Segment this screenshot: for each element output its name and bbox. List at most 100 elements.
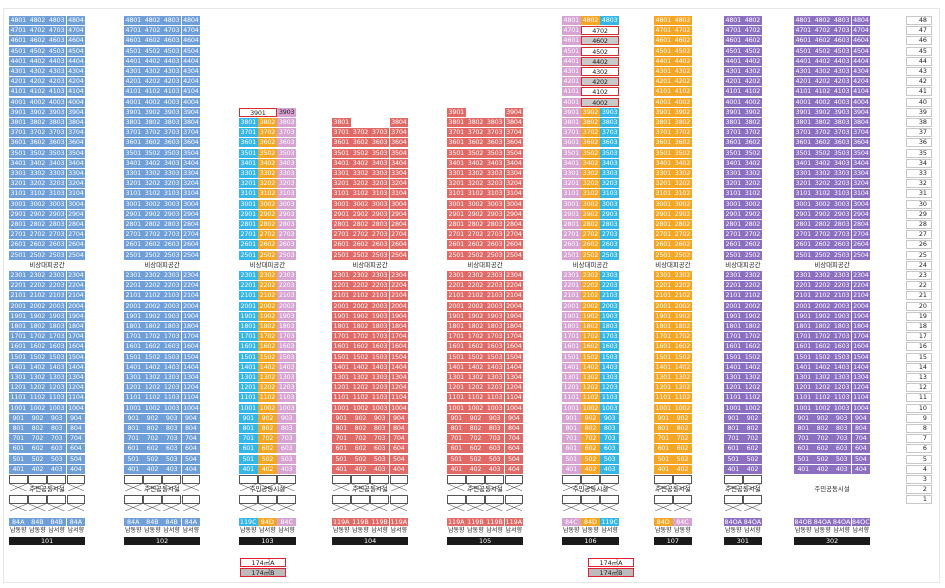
unit-cell[interactable]: 1301: [332, 373, 351, 382]
unit-cell[interactable]: 1602: [673, 342, 692, 352]
unit-cell[interactable]: 1103: [162, 393, 181, 403]
unit-cell[interactable]: 701: [794, 434, 813, 444]
unit-cell[interactable]: 1901: [124, 311, 143, 321]
unit-cell[interactable]: 904: [851, 413, 871, 423]
unit-cell[interactable]: 1001: [724, 403, 743, 413]
unit-cell[interactable]: 1404: [389, 362, 409, 372]
unit-cell[interactable]: 1602: [813, 342, 832, 352]
unit-cell[interactable]: 1701: [562, 332, 581, 342]
unit-cell[interactable]: 3504: [181, 148, 201, 158]
unit-cell[interactable]: 1101: [124, 393, 143, 403]
unit-cell[interactable]: 502: [143, 454, 162, 464]
unit-cell[interactable]: 2904: [66, 209, 86, 219]
unit-cell[interactable]: 2002: [351, 301, 370, 311]
unit-cell[interactable]: 402: [258, 464, 277, 474]
unit-cell[interactable]: 902: [673, 413, 692, 423]
unit-cell[interactable]: 4101: [794, 87, 813, 97]
unit-cell[interactable]: 402: [813, 464, 832, 474]
unit-cell[interactable]: 903: [277, 413, 296, 423]
unit-cell[interactable]: 4701: [724, 26, 743, 36]
unit-cell[interactable]: 3203: [47, 179, 66, 189]
unit-cell[interactable]: 3303: [47, 169, 66, 178]
unit-cell[interactable]: 2601: [654, 240, 673, 250]
unit-cell[interactable]: 3302: [351, 169, 370, 178]
unit-cell[interactable]: 3101: [724, 189, 743, 199]
unit-cell[interactable]: 3401: [239, 158, 258, 168]
unit-cell[interactable]: 1102: [581, 393, 600, 403]
unit-cell[interactable]: 1203: [832, 383, 851, 393]
unit-cell[interactable]: 1201: [654, 383, 673, 393]
unit-cell[interactable]: 1204: [851, 383, 871, 393]
unit-cell[interactable]: 4801: [794, 16, 813, 25]
unit-cell[interactable]: 3001: [124, 199, 143, 209]
unit-cell[interactable]: 4601: [654, 36, 673, 46]
unit-cell[interactable]: 1302: [743, 373, 762, 382]
unit-cell[interactable]: 1301: [794, 373, 813, 382]
unit-cell[interactable]: 3602: [258, 138, 277, 148]
unit-cell[interactable]: 2703: [370, 230, 389, 240]
unit-cell[interactable]: 3703: [832, 128, 851, 138]
unit-cell[interactable]: 1003: [370, 403, 389, 413]
unit-cell[interactable]: 1103: [47, 393, 66, 403]
unit-cell[interactable]: 2901: [124, 209, 143, 219]
unit-cell[interactable]: 2601: [447, 240, 466, 250]
unit-cell[interactable]: 802: [813, 424, 832, 433]
unit-cell[interactable]: 4504: [181, 46, 201, 56]
unit-cell[interactable]: 3703: [47, 128, 66, 138]
unit-cell[interactable]: 2202: [673, 281, 692, 291]
unit-cell[interactable]: 2001: [724, 301, 743, 311]
unit-cell[interactable]: 1201: [124, 383, 143, 393]
unit-cell[interactable]: 1703: [600, 332, 619, 342]
unit-cell[interactable]: 3102: [28, 189, 47, 199]
unit-cell[interactable]: 3401: [124, 158, 143, 168]
unit-cell[interactable]: 402: [466, 464, 485, 474]
unit-cell[interactable]: 2102: [673, 291, 692, 301]
unit-cell[interactable]: 1904: [181, 311, 201, 321]
unit-cell[interactable]: 4101: [562, 87, 581, 97]
unit-cell[interactable]: 3904: [851, 107, 871, 117]
unit-cell[interactable]: 401: [794, 464, 813, 474]
unit-cell[interactable]: 3101: [239, 189, 258, 199]
unit-cell[interactable]: 1102: [466, 393, 485, 403]
unit-cell[interactable]: 3502: [351, 148, 370, 158]
unit-cell[interactable]: 4603: [47, 36, 66, 46]
unit-cell[interactable]: 3301: [332, 169, 351, 178]
unit-cell[interactable]: 4601: [794, 36, 813, 46]
unit-cell[interactable]: 904: [389, 413, 409, 423]
unit-cell[interactable]: 2604: [504, 240, 524, 250]
unit-cell[interactable]: 1702: [351, 332, 370, 342]
unit-cell[interactable]: 2703: [277, 230, 296, 240]
unit-cell[interactable]: 3004: [181, 199, 201, 209]
unit-cell[interactable]: 2803: [162, 220, 181, 229]
unit-cell[interactable]: 3203: [600, 179, 619, 189]
unit-cell[interactable]: 2501: [562, 250, 581, 260]
unit-cell[interactable]: 1002: [258, 403, 277, 413]
unit-cell[interactable]: 2202: [28, 281, 47, 291]
unit-cell[interactable]: 2702: [143, 230, 162, 240]
unit-cell[interactable]: 502: [581, 454, 600, 464]
unit-cell[interactable]: 1401: [124, 362, 143, 372]
unit-cell[interactable]: 3202: [258, 179, 277, 189]
unit-cell[interactable]: 901: [724, 413, 743, 423]
unit-cell[interactable]: 1001: [332, 403, 351, 413]
unit-cell[interactable]: 3102: [466, 189, 485, 199]
unit-cell[interactable]: 1604: [851, 342, 871, 352]
unit-cell[interactable]: 3302: [581, 169, 600, 178]
unit-cell[interactable]: 801: [447, 424, 466, 433]
unit-cell[interactable]: 2903: [600, 209, 619, 219]
unit-cell[interactable]: 2301: [724, 271, 743, 280]
unit-cell[interactable]: 3003: [832, 199, 851, 209]
unit-cell[interactable]: 2501: [654, 250, 673, 260]
unit-cell[interactable]: 4303: [832, 67, 851, 76]
unit-cell[interactable]: 3001: [562, 199, 581, 209]
unit-cell[interactable]: 2103: [485, 291, 504, 301]
unit-cell[interactable]: 3802: [813, 118, 832, 127]
unit-cell[interactable]: 2902: [466, 209, 485, 219]
unit-cell[interactable]: 2504: [504, 250, 524, 260]
unit-cell[interactable]: 3404: [851, 158, 871, 168]
unit-cell[interactable]: 2102: [258, 291, 277, 301]
unit-cell[interactable]: 3104: [851, 189, 871, 199]
unit-cell[interactable]: 902: [813, 413, 832, 423]
unit-cell[interactable]: 1504: [66, 352, 86, 362]
unit-cell[interactable]: 1801: [654, 322, 673, 331]
